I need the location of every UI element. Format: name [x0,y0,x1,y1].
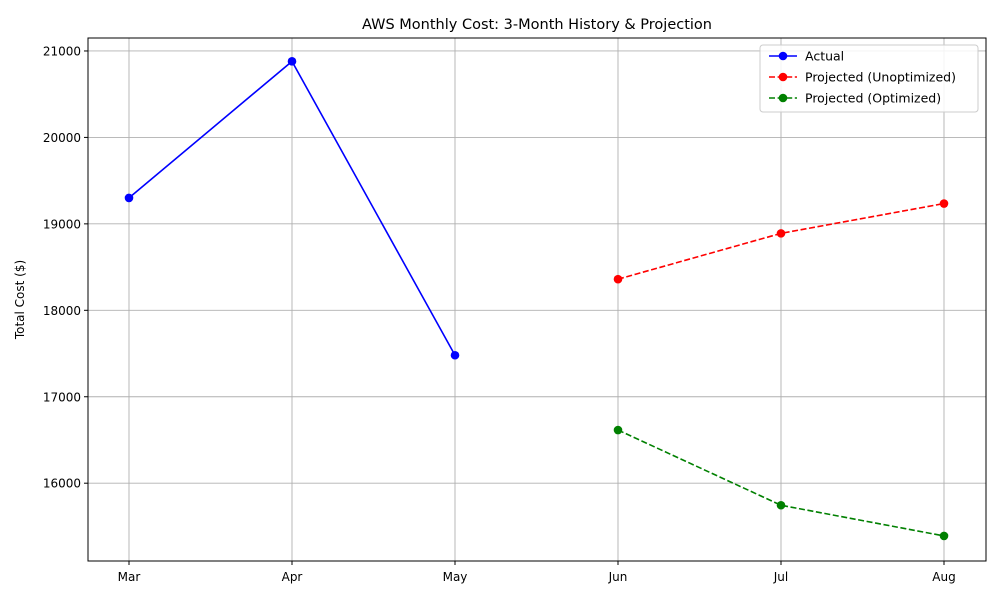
y-tick-label: 20000 [43,131,81,145]
grid-lines [88,38,986,561]
chart-title: AWS Monthly Cost: 3-Month History & Proj… [362,17,712,33]
x-tick-label: Aug [932,570,955,584]
y-tick-label: 17000 [43,390,81,404]
x-tick-label: Apr [282,570,303,584]
legend-label: Projected (Unoptimized) [805,70,956,85]
legend-marker [778,93,788,103]
x-tick-label: Jul [773,570,788,584]
plot-frame [87,37,987,562]
legend-marker [778,72,788,82]
data-point [613,425,623,435]
x-tick-label: Jun [608,570,628,584]
y-tick-label: 19000 [43,217,81,231]
y-tick-label: 16000 [43,477,81,491]
x-tick-label: May [443,570,468,584]
y-axis-label: Total Cost ($) [13,260,27,340]
series-layer [124,57,949,541]
x-axis: Mar Apr May Jun Jul Aug [118,561,956,584]
data-point [287,57,297,66]
legend: Actual Projected (Unoptimized) Projected (… [759,44,979,113]
data-point [939,531,949,541]
data-point [450,350,460,360]
y-tick-label: 18000 [43,304,81,318]
y-axis: 16000 17000 18000 19000 20000 21000 [43,44,88,491]
data-point [939,199,949,208]
y-tick-label: 21000 [43,44,81,58]
legend-box [759,44,979,113]
legend-marker [778,51,788,61]
data-point [613,274,623,284]
legend-label: Actual [805,49,844,64]
legend-label: Projected (Optimized) [805,91,941,106]
x-tick-label: Mar [118,570,141,584]
data-point [124,193,134,203]
data-point [776,229,786,238]
data-point [776,500,786,510]
